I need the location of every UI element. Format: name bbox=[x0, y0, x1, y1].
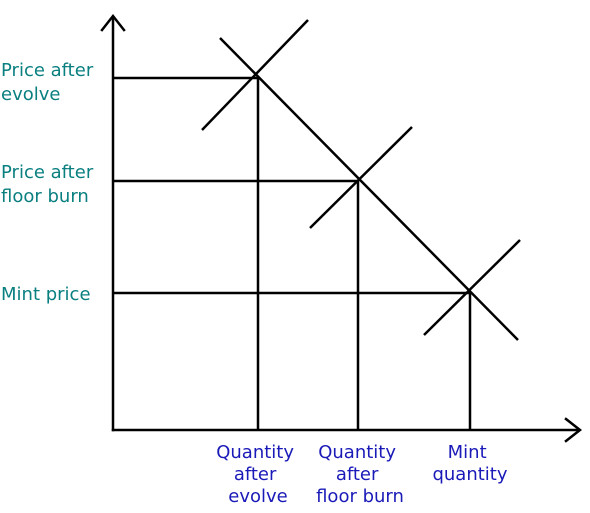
price-label-mint: Mint price bbox=[1, 284, 91, 305]
price-label-evolve-line-2: evolve bbox=[1, 84, 60, 105]
quantity-label-floor-burn-line-1: Quantity bbox=[318, 442, 396, 463]
y-axis-arrowhead bbox=[100, 13, 126, 32]
supply-lines bbox=[201, 19, 521, 336]
x-axis-arrowhead bbox=[564, 417, 583, 443]
price-label-floor-burn-line-2: floor burn bbox=[1, 186, 89, 207]
quantity-guides bbox=[256, 78, 472, 430]
price-label-mint-line-1: Mint price bbox=[1, 284, 91, 305]
price-label-floor-burn: Price after floor burn bbox=[1, 162, 99, 207]
quantity-label-evolve-line-2: after bbox=[234, 464, 277, 485]
quantity-label-evolve-line-1: Quantity bbox=[216, 442, 294, 463]
supply-line-floor-burn bbox=[309, 126, 413, 229]
supply-line-mint bbox=[423, 239, 521, 336]
price-guides bbox=[113, 76, 470, 295]
quantity-label-mint-line-2: quantity bbox=[432, 464, 507, 485]
quantity-label-mint: Mint quantity bbox=[432, 442, 507, 485]
quantity-label-floor-burn-line-3: floor burn bbox=[316, 486, 404, 507]
price-label-floor-burn-line-1: Price after bbox=[1, 162, 94, 183]
axes bbox=[100, 13, 583, 443]
price-labels: Price after evolve Price after floor bur… bbox=[1, 60, 99, 305]
quantity-label-floor-burn-line-2: after bbox=[336, 464, 379, 485]
price-label-evolve-line-1: Price after bbox=[1, 60, 94, 81]
demand-line bbox=[219, 37, 519, 341]
price-label-evolve: Price after evolve bbox=[1, 60, 99, 105]
supply-line-evolve bbox=[201, 19, 309, 131]
quantity-label-mint-line-1: Mint bbox=[448, 442, 487, 463]
quantity-label-evolve-line-3: evolve bbox=[228, 486, 287, 507]
quantity-labels: Quantity after evolve Quantity after flo… bbox=[216, 442, 508, 507]
quantity-label-floor-burn: Quantity after floor burn bbox=[316, 442, 404, 507]
quantity-label-evolve: Quantity after evolve bbox=[216, 442, 300, 507]
